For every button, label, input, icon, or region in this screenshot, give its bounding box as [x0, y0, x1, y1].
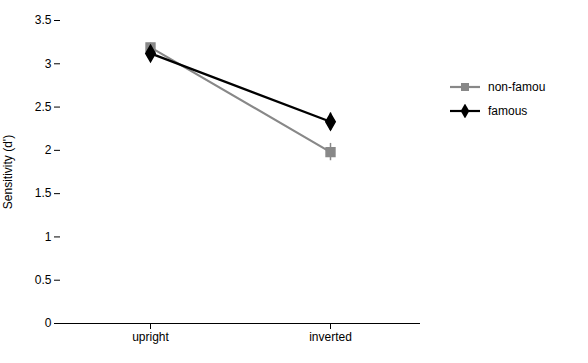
- svg-text:inverted: inverted: [309, 330, 352, 344]
- svg-text:3: 3: [45, 57, 52, 71]
- svg-text:1.5: 1.5: [35, 186, 52, 200]
- svg-text:2: 2: [45, 143, 52, 157]
- svg-text:Sensitivity (d'): Sensitivity (d'): [1, 135, 15, 209]
- svg-text:0.5: 0.5: [35, 273, 52, 287]
- svg-text:3.5: 3.5: [35, 13, 52, 27]
- svg-text:2.5: 2.5: [35, 100, 52, 114]
- html-text:famous: famous: [488, 104, 528, 118]
- html-text:non-famou: non-famou: [488, 80, 546, 94]
- svg-text:upright: upright: [132, 330, 169, 344]
- svg-text:0: 0: [45, 316, 52, 330]
- svg-text:1: 1: [45, 230, 52, 244]
